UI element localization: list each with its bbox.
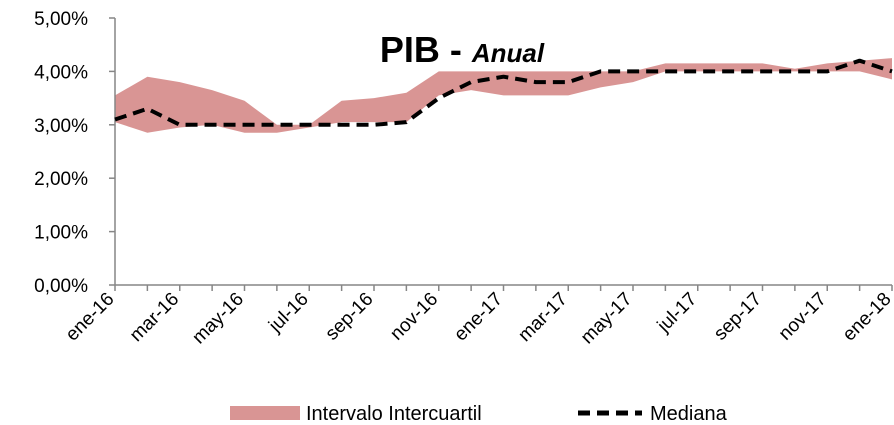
legend-median-label: Mediana [650,403,728,425]
x-tick-label: sep-16 [322,289,378,345]
title-subtitle: Anual [471,38,545,68]
y-tick-label: 2,00% [34,169,88,190]
x-tick-label: jul-16 [264,289,312,337]
title-separator: - [440,29,472,70]
median-line [114,58,893,127]
x-tick-label: nov-17 [775,289,831,345]
y-tick-label: 5,00% [34,9,88,30]
y-tick-labels: 0,00% 1,00% 2,00% 3,00% 4,00% 5,00% [34,9,88,297]
chart-title: PIB - Anual [380,29,545,70]
y-tick-label: 3,00% [34,116,88,137]
x-tick-label: ene-18 [839,289,894,346]
legend-band-label: Intervalo Intercuartil [306,403,482,425]
x-tick-label: mar-16 [126,289,183,346]
y-tick-label: 4,00% [34,62,88,83]
title-main: PIB [380,29,440,70]
x-tick-label: jul-17 [653,289,701,337]
x-tick-labels: ene-16 mar-16 may-16 jul-16 sep-16 nov-16 ene-… [62,289,894,349]
axes [109,17,893,291]
x-tick-label: may-16 [188,289,248,349]
x-tick-label: ene-17 [450,289,507,346]
x-tick-label: ene-16 [62,289,119,346]
x-tick-label: may-17 [577,289,637,349]
x-tick-label: sep-17 [710,289,766,345]
median-line-layer [114,58,893,127]
interquartile-band-layer [115,58,892,133]
interquartile-band [115,58,892,133]
x-tick-label: mar-17 [514,289,571,346]
y-tick-label: 0,00% [34,276,88,297]
legend-band-swatch [230,406,300,420]
legend: Intervalo Intercuartil Mediana [230,403,728,425]
x-tick-label: nov-16 [386,289,442,345]
y-tick-label: 1,00% [34,223,88,244]
